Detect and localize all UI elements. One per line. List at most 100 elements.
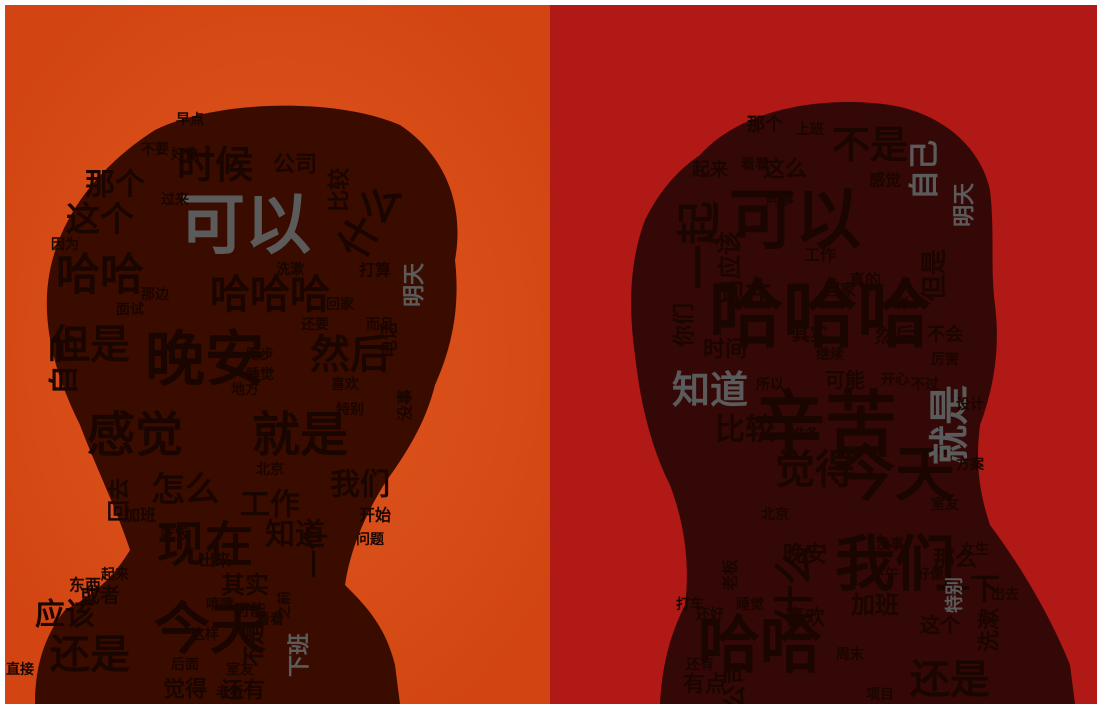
left-cloud-word: 哈哈 [56, 250, 144, 301]
left-cloud-word: 比较 [327, 168, 353, 212]
left-cloud-word: 早点 [176, 111, 204, 128]
right-cloud-word: 特别 [944, 577, 966, 613]
right-cloud-word: 可能 [825, 368, 865, 392]
right-cloud-word: 出去 [991, 586, 1019, 603]
left-cloud-word: 嘻嘻 [206, 596, 234, 613]
left-cloud-word: 那个 [85, 168, 146, 203]
left-cloud-word: 还是 [50, 632, 130, 678]
right-cloud-word: 回家 [824, 281, 857, 300]
left-cloud-word: 或者 [80, 583, 120, 607]
left-cloud-word: 自己 [48, 335, 83, 395]
left-cloud-word: 老板 [216, 684, 245, 701]
right-word-cloud-panel: 可以 哈哈哈 辛苦 今天 我们 哈哈 觉得 知道 就是 一起 不是 什么 还是 比较 自己 现在 但是 这么 时间你… [550, 5, 1097, 704]
right-cloud-word: 现在 [719, 280, 771, 310]
right-cloud-word: 这个 [920, 613, 961, 637]
left-cloud-word: 东西 [69, 576, 101, 595]
right-cloud-word: 我们 [835, 530, 955, 600]
right-cloud-word: 周末 [836, 646, 865, 663]
right-cloud-word: 那么 [933, 548, 977, 573]
right-cloud-word: 好像 [915, 566, 945, 583]
left-cloud-word: 特别 [336, 401, 364, 418]
left-cloud-word: 没事 [396, 389, 415, 421]
left-cloud-word: 而且 [366, 317, 394, 333]
left-cloud-word: 其实 [221, 571, 269, 599]
right-cloud-word: 项目 [866, 687, 894, 703]
right-cloud-word: 睡觉 [736, 596, 764, 613]
right-cloud-word: 但是 [920, 249, 950, 301]
right-cloud-word: 洗漱 [977, 608, 1003, 652]
left-cloud-word: 回去 [108, 478, 133, 522]
right-cloud-word: 哈哈 [698, 609, 822, 682]
right-cloud-word: 一下 [940, 573, 1000, 608]
right-cloud-word: 可以 [729, 182, 861, 259]
right-cloud-word: 准备 [791, 426, 820, 443]
left-cloud-word: 问题 [356, 531, 385, 548]
left-cloud-word: 室友 [226, 661, 254, 678]
right-cloud-word: 没事 [876, 536, 904, 553]
left-cloud-word: 一个 [299, 521, 332, 578]
left-cloud-word: 知道 [265, 518, 325, 553]
right-cloud-word: 室友 [931, 496, 959, 513]
right-cloud-word: 还是 [910, 657, 990, 703]
right-cloud-word: 明天 [953, 182, 978, 227]
left-cloud-word: 因为 [51, 236, 79, 253]
left-cloud-word: 吃饭 [161, 526, 190, 543]
right-cloud-word: 加班 [851, 591, 899, 619]
right-cloud-word: 北京 [761, 506, 789, 523]
right-cloud-word: 什么 [772, 545, 818, 625]
left-cloud-word: 起来 [100, 566, 130, 583]
left-cloud-word: 北京 [256, 461, 284, 478]
left-cloud-word: 加班 [123, 506, 156, 525]
right-cloud-word: 就是 [927, 385, 973, 465]
left-cloud-word: 后面 [171, 656, 199, 673]
left-cloud-word: 还要 [300, 316, 329, 333]
left-cloud-word: 开始 [359, 506, 391, 525]
right-cloud-word: 厉害 [931, 351, 959, 368]
left-cloud-word: 时候 [177, 143, 253, 187]
left-cloud-word: 电话 [379, 322, 401, 358]
right-cloud-word: 老板 [721, 558, 740, 592]
right-cloud-word: 还好 [695, 606, 724, 623]
right-cloud-word: 女生 [961, 541, 989, 558]
left-cloud-word: 哈哈哈 [210, 272, 330, 318]
right-cloud-word: 然后 [875, 323, 915, 347]
right-cloud-word: 起来 [691, 159, 729, 181]
right-cloud-word: 同事 [766, 191, 794, 208]
left-cloud-word: 晚安 [145, 325, 265, 395]
left-cloud-word: 然后 [310, 332, 390, 378]
right-cloud-word: 应该 [716, 231, 744, 279]
left-cloud-word: 我们 [330, 468, 390, 503]
right-cloud-word: 看看 [740, 156, 769, 173]
right-head-silhouette [631, 102, 1075, 704]
right-cloud-word: 时间 [703, 338, 747, 363]
right-cloud-word: 下午 [871, 566, 899, 583]
left-cloud-word: 好像 [170, 146, 200, 163]
right-cloud-word: 公司 [721, 661, 749, 704]
left-cloud-word: 地方 [231, 381, 259, 398]
left-cloud-word: 明天 [403, 262, 428, 307]
left-cloud-word: 打算 [359, 261, 391, 280]
left-cloud-word: 应该 [35, 598, 95, 633]
right-cloud-word: 感觉 [869, 171, 901, 190]
left-cloud-word: 感觉 [87, 407, 183, 463]
right-cloud-word: 有点 [683, 672, 727, 698]
left-cloud-word: 可以 [179, 187, 311, 264]
right-cloud-word: 不是 [832, 123, 908, 167]
left-cloud-word: 不是 [243, 623, 268, 667]
right-cloud-word: 知道 [672, 368, 748, 412]
left-cloud-word: 直接 [6, 661, 34, 678]
left-cloud-word: 怎么 [151, 470, 219, 510]
left-cloud-word: 出来 [199, 551, 232, 570]
right-cloud-word: 其实 [792, 324, 828, 346]
left-head-silhouette [35, 105, 458, 704]
right-cloud-word: 继续 [816, 346, 844, 363]
right-cloud-word: 开心 [881, 372, 909, 388]
left-cloud-word: 那边 [141, 287, 170, 303]
left-cloud-word: 今天 [154, 598, 266, 663]
right-cloud-word: 哈哈哈 [709, 272, 931, 358]
left-cloud-word: 睡觉 [246, 366, 274, 383]
left-cloud-word: 还有 [220, 678, 265, 704]
left-cloud-word: 喜欢 [331, 376, 360, 393]
left-cloud-word: 之前 [276, 591, 293, 619]
